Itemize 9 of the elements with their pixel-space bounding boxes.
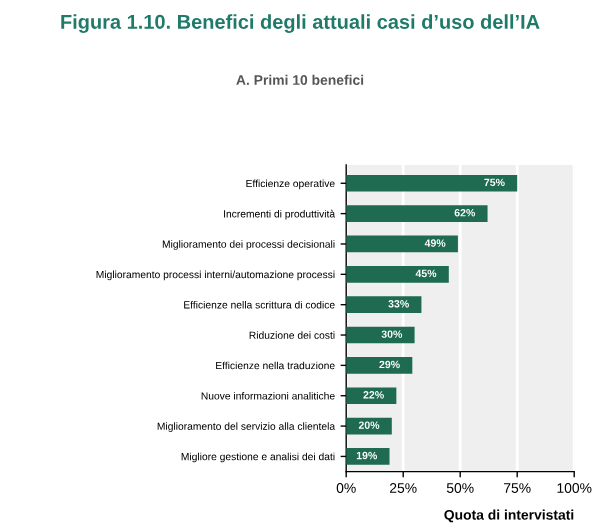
bar [346,448,390,465]
bar [346,357,413,374]
bar [346,387,397,405]
bar [346,265,449,283]
bar [346,205,488,222]
chart-title: Figura 1.10. Benefici degli attuali casi d’uso dell’IA [61,14,540,33]
bar [346,296,422,314]
bar [346,174,518,192]
bar [346,235,458,253]
